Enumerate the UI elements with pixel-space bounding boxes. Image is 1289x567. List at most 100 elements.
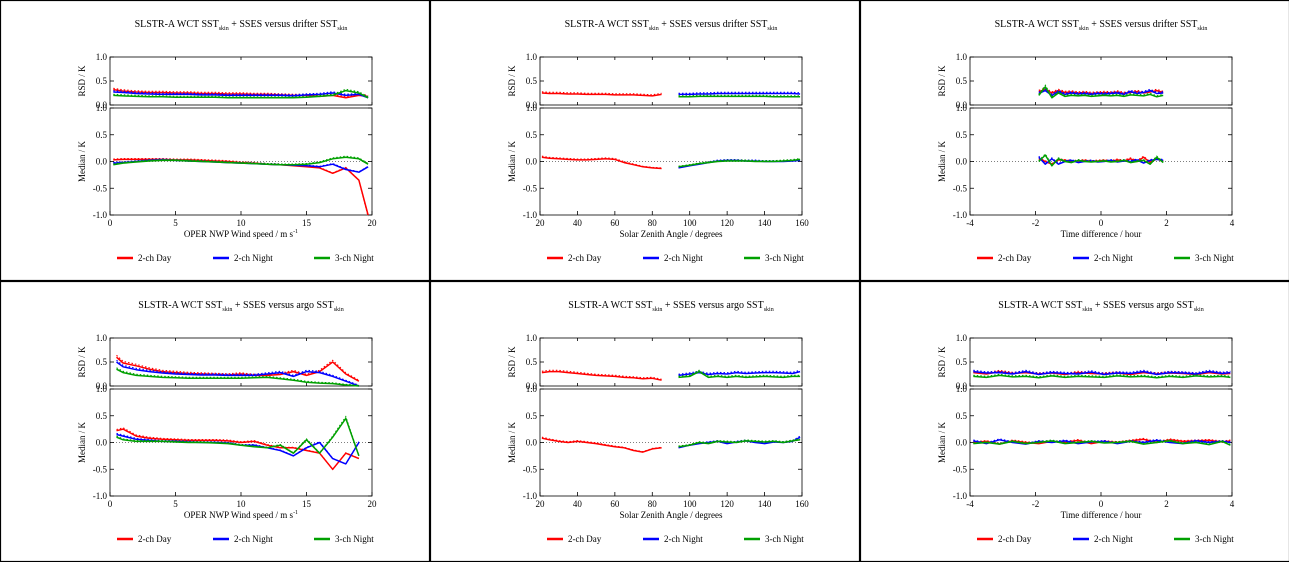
median-ytick-label: 0.5: [526, 130, 538, 140]
median-ytick-label: 1.0: [526, 103, 538, 113]
median-ytick-label: 1.0: [96, 384, 108, 394]
median-ytick-label: 0.0: [956, 157, 968, 167]
xtick-label: 120: [720, 218, 734, 228]
xtick-label: 5: [173, 499, 178, 509]
xtick-label: -2: [1032, 218, 1040, 228]
rsd-dotted-line-3-ch-night: [679, 95, 801, 96]
median-ytick-label: -0.5: [93, 183, 108, 193]
median-ytick-label: -0.5: [523, 464, 538, 474]
xtick-label: 140: [758, 218, 772, 228]
rsd-ytick-label: 0.5: [526, 357, 538, 367]
chart-title: SLSTR-A WCT SSTskin + SSES versus drifte…: [565, 19, 778, 32]
xtick-label: 80: [648, 499, 658, 509]
rsd-ytick-label: 1.0: [956, 52, 968, 62]
chart-svg: SLSTR-A WCT SSTskin + SSES versus argo S…: [430, 281, 860, 562]
xtick-label: 15: [302, 499, 312, 509]
xtick-label: 0: [108, 218, 113, 228]
median-ytick-label: 0.0: [526, 157, 538, 167]
median-line-2-ch-day: [113, 159, 368, 215]
xtick-label: 4: [1230, 218, 1235, 228]
legend-label-2-ch-night: 2-ch Night: [1094, 253, 1133, 263]
xtick-label: 10: [237, 218, 247, 228]
median-ytick-label: 0.0: [96, 157, 108, 167]
legend-label-2-ch-day: 2-ch Day: [138, 253, 172, 263]
chart-panel-2: SLSTR-A WCT SSTskin + SSES versus drifte…: [430, 0, 860, 281]
median-ylabel: Median / K: [77, 422, 87, 463]
legend-label-3-ch-night: 3-ch Night: [335, 534, 374, 544]
xtick-label: 5: [173, 218, 178, 228]
xtick-label: 140: [758, 499, 772, 509]
rsd-ytick-label: 1.0: [96, 333, 108, 343]
xtick-label: 0: [1099, 499, 1104, 509]
median-ytick-label: 0.5: [96, 130, 108, 140]
xtick-label: 100: [683, 218, 697, 228]
rsd-line-2-ch-night: [679, 94, 801, 95]
x-axis-label: Solar Zenith Angle / degrees: [620, 510, 723, 520]
legend-label-3-ch-night: 3-ch Night: [1195, 253, 1234, 263]
legend-label-2-ch-night: 2-ch Night: [234, 534, 273, 544]
rsd-ytick-label: 1.0: [526, 52, 538, 62]
chart-panel-4: SLSTR-A WCT SSTskin + SSES versus argo S…: [0, 281, 430, 562]
chart-title: SLSTR-A WCT SSTskin + SSES versus argo S…: [998, 300, 1203, 313]
xtick-label: 2: [1164, 218, 1169, 228]
xtick-label: 0: [108, 499, 113, 509]
x-axis-label: Solar Zenith Angle / degrees: [620, 229, 723, 239]
xtick-label: 40: [573, 218, 583, 228]
chart-panel-6: SLSTR-A WCT SSTskin + SSES versus argo S…: [860, 281, 1289, 562]
rsd-ylabel: RSD / K: [937, 65, 947, 97]
x-axis-label: Time difference / hour: [1061, 229, 1142, 239]
rsd-axes: [970, 57, 1232, 105]
median-dotted-line-2-ch-day: [113, 159, 368, 217]
median-ylabel: Median / K: [937, 141, 947, 182]
legend-label-2-ch-day: 2-ch Day: [138, 534, 172, 544]
median-ylabel: Median / K: [507, 422, 517, 463]
median-ytick-label: 1.0: [526, 384, 538, 394]
chart-panel-5: SLSTR-A WCT SSTskin + SSES versus argo S…: [430, 281, 860, 562]
median-ytick-label: 0.5: [956, 130, 968, 140]
x-axis-label: OPER NWP Wind speed / m s-1: [184, 510, 298, 520]
xtick-label: 20: [536, 499, 546, 509]
rsd-axes: [970, 338, 1232, 386]
xtick-label: 2: [1164, 499, 1169, 509]
median-ylabel: Median / K: [77, 141, 87, 182]
chart-title: SLSTR-A WCT SSTskin + SSES versus argo S…: [568, 300, 773, 313]
xtick-label: 4: [1230, 499, 1235, 509]
xtick-label: 160: [795, 499, 809, 509]
xtick-label: -4: [966, 218, 974, 228]
xtick-label: 10: [237, 499, 247, 509]
x-axis-label: OPER NWP Wind speed / m s-1: [184, 229, 298, 239]
median-ytick-label: 1.0: [96, 103, 108, 113]
rsd-ylabel: RSD / K: [77, 346, 87, 378]
chart-title: SLSTR-A WCT SSTskin + SSES versus drifte…: [995, 19, 1208, 32]
xtick-label: 20: [368, 218, 378, 228]
rsd-ytick-label: 1.0: [96, 52, 108, 62]
xtick-label: 20: [536, 218, 546, 228]
median-ylabel: Median / K: [507, 141, 517, 182]
legend-label-2-ch-day: 2-ch Day: [998, 253, 1032, 263]
xtick-label: 100: [683, 499, 697, 509]
rsd-ytick-label: 1.0: [956, 333, 968, 343]
rsd-ytick-label: 0.5: [956, 357, 968, 367]
chart-panel-1: SLSTR-A WCT SSTskin + SSES versus drifte…: [0, 0, 430, 281]
xtick-label: 0: [1099, 218, 1104, 228]
legend-label-2-ch-night: 2-ch Night: [664, 253, 703, 263]
median-ytick-label: -0.5: [953, 183, 968, 193]
median-ytick-label: -1.0: [93, 491, 108, 501]
rsd-ytick-label: 0.5: [96, 76, 108, 86]
median-line-3-ch-night: [679, 440, 801, 447]
rsd-ylabel: RSD / K: [507, 346, 517, 378]
xtick-label: 60: [610, 218, 620, 228]
chart-svg: SLSTR-A WCT SSTskin + SSES versus argo S…: [0, 281, 430, 562]
median-line-2-ch-day: [542, 157, 662, 168]
median-ytick-label: 0.0: [526, 438, 538, 448]
median-ytick-label: 0.0: [956, 438, 968, 448]
median-ytick-label: -0.5: [953, 464, 968, 474]
median-ylabel: Median / K: [937, 422, 947, 463]
xtick-label: 20: [368, 499, 378, 509]
median-ytick-label: 0.5: [956, 411, 968, 421]
median-ytick-label: -0.5: [93, 464, 108, 474]
xtick-label: 80: [648, 218, 658, 228]
rsd-ytick-label: 1.0: [526, 333, 538, 343]
rsd-ylabel: RSD / K: [77, 65, 87, 97]
xtick-label: 15: [302, 218, 312, 228]
